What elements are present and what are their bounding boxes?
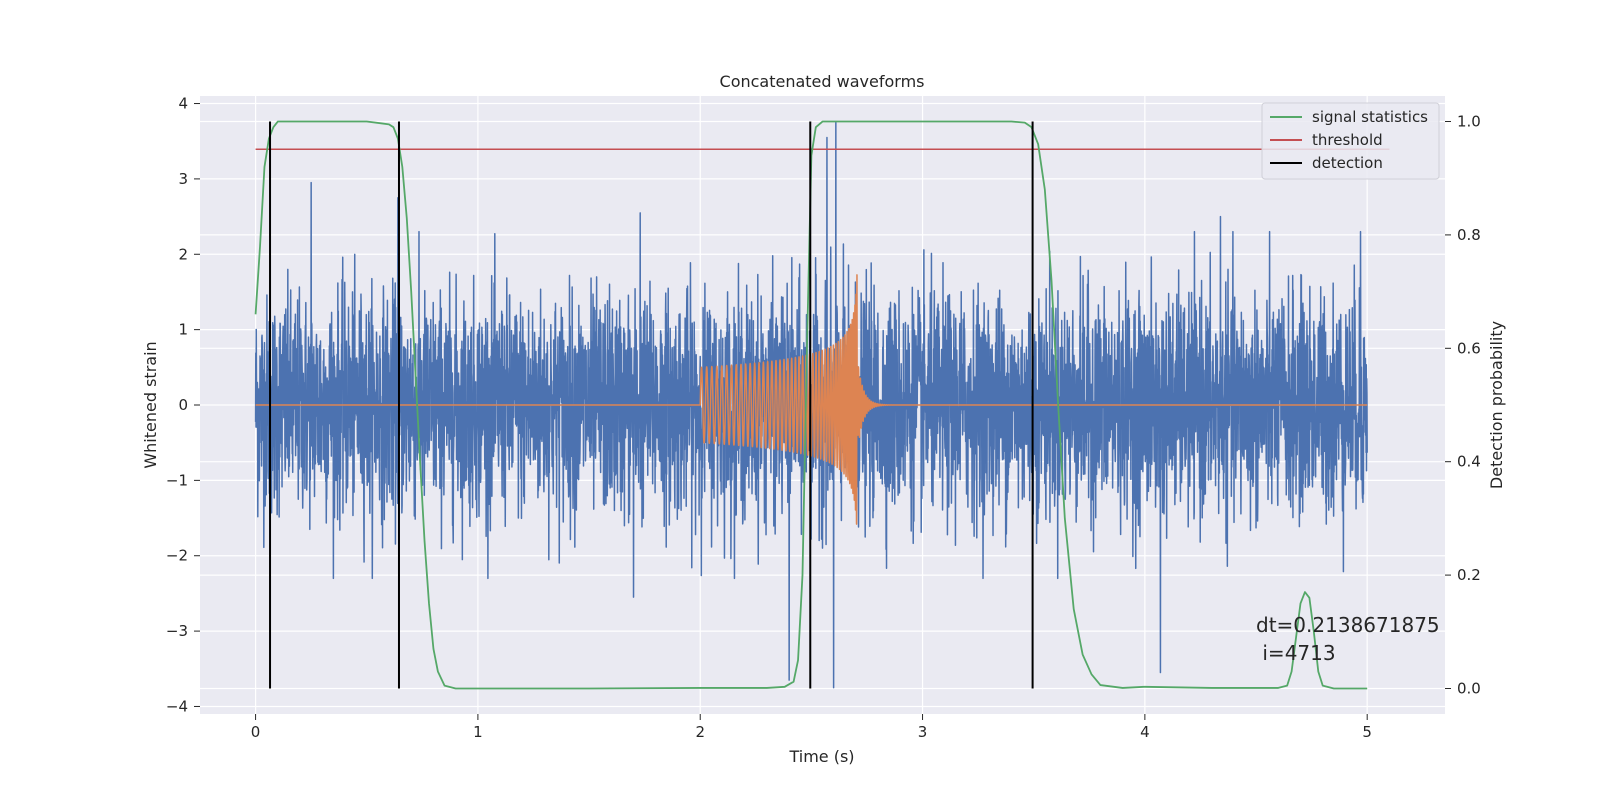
axis-ticks: 0 1 2 3 4 5 −4 −3 −2 −1 0 1 2 3 4 0.0 0.2 0.4 0.6 0.8 1.0 bbox=[166, 95, 1481, 741]
y2-tick-label: 0.2 bbox=[1457, 566, 1481, 584]
legend-label: detection bbox=[1312, 154, 1383, 172]
y-tick-label: 0 bbox=[178, 396, 188, 414]
x-tick-label: 4 bbox=[1140, 723, 1150, 741]
annotation-text-line: dt=0.2138671875 bbox=[1256, 613, 1440, 637]
y2-tick-label: 0.0 bbox=[1457, 679, 1481, 697]
y2-tick-label: 1.0 bbox=[1457, 113, 1481, 131]
legend-label: threshold bbox=[1312, 131, 1383, 149]
x-tick-label: 1 bbox=[473, 723, 483, 741]
x-tick-label: 2 bbox=[695, 723, 705, 741]
y-tick-label: 1 bbox=[178, 321, 188, 339]
y-axis-title: Whitened strain bbox=[141, 341, 160, 468]
y-tick-label: −4 bbox=[166, 697, 188, 715]
chirp-series-line bbox=[255, 274, 1368, 525]
x-tick-label: 3 bbox=[918, 723, 928, 741]
y-tick-label: 2 bbox=[178, 245, 188, 263]
legend: signal statistics threshold detection bbox=[1261, 102, 1440, 180]
legend-label: signal statistics bbox=[1312, 108, 1428, 126]
x-axis-title: Time (s) bbox=[788, 747, 854, 766]
chart-title: Concatenated waveforms bbox=[720, 72, 925, 91]
y2-tick-label: 0.8 bbox=[1457, 226, 1481, 244]
y2-axis-title: Detection probability bbox=[1487, 321, 1506, 489]
data-series bbox=[254, 120, 1390, 690]
y2-tick-label: 0.6 bbox=[1457, 339, 1481, 357]
y-tick-label: −1 bbox=[166, 471, 188, 489]
signal-statistics-line bbox=[254, 120, 1368, 690]
y-tick-label: −3 bbox=[166, 622, 188, 640]
y-tick-label: 4 bbox=[178, 95, 188, 113]
annotation: dt=0.2138671875 i=4713 bbox=[1256, 613, 1440, 665]
y2-tick-label: 0.4 bbox=[1457, 453, 1481, 471]
legend-box bbox=[1261, 102, 1440, 180]
annotation-text-line: i=4713 bbox=[1256, 641, 1336, 665]
x-tick-label: 0 bbox=[251, 723, 261, 741]
y-tick-label: −2 bbox=[166, 547, 188, 565]
y-tick-label: 3 bbox=[178, 170, 188, 188]
x-tick-label: 5 bbox=[1362, 723, 1372, 741]
